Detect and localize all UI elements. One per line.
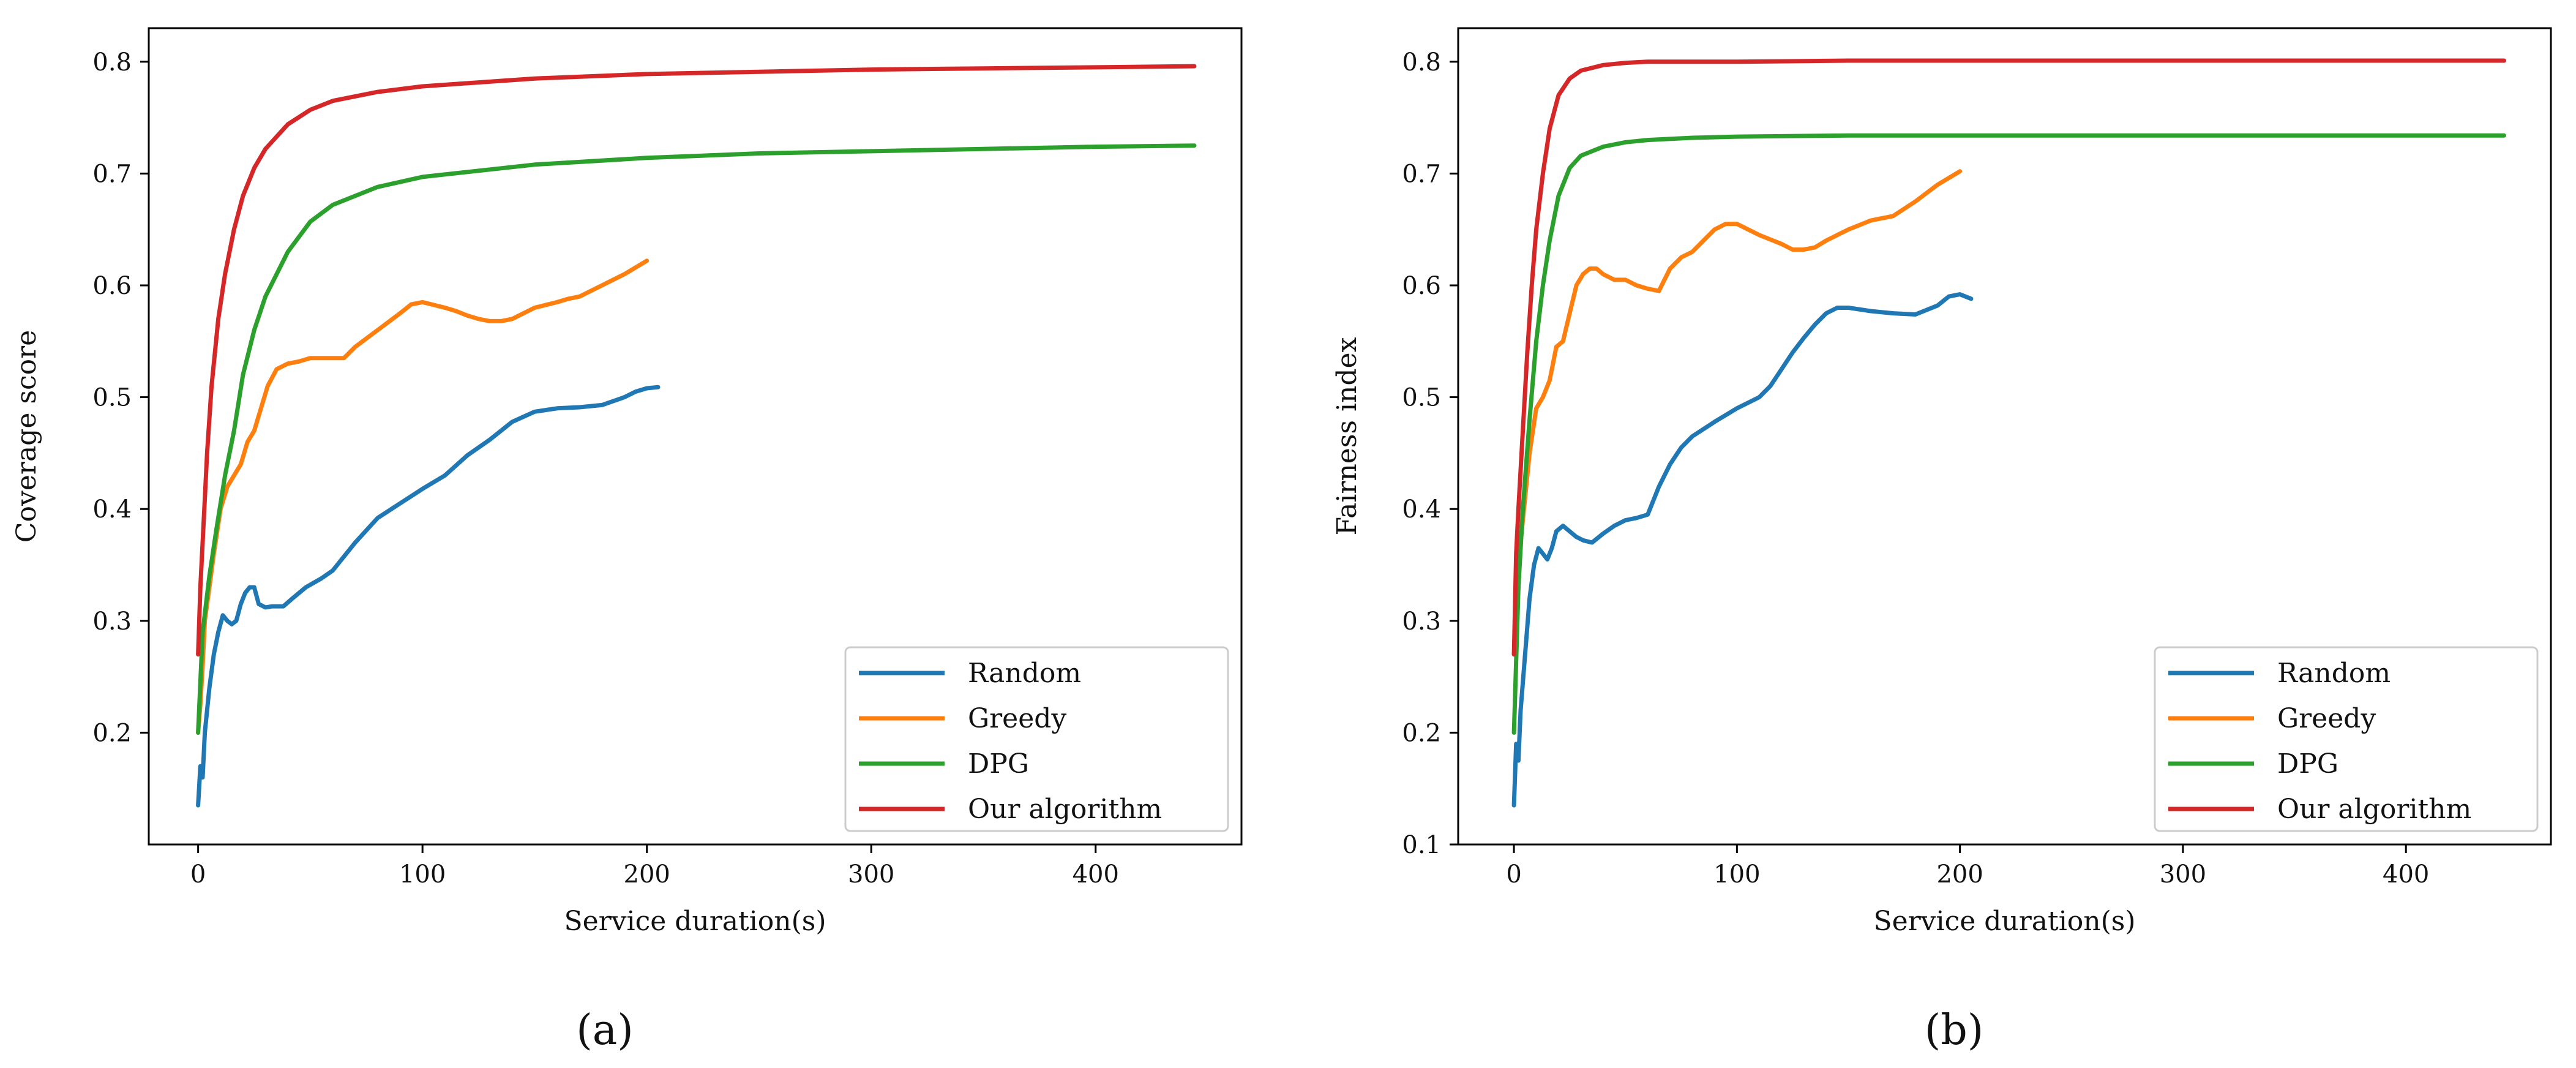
legend-box [2154,646,2539,832]
x-tick-label: 200 [624,860,670,889]
chart-panel-1: 0 100 200 300 400 0.2 0.3 0.4 0.5 0.6 0.7 0.8 Servic… [11,27,1243,937]
y-tick-label: 0.1 [1402,831,1441,859]
series-line-greedy [1511,169,1963,657]
series-line-random [1511,292,1974,808]
legend-label: DPG [2277,748,2338,780]
y-axis-label: Fairness index [1331,337,1363,535]
y-tick-label: 0.7 [92,160,132,188]
x-axis-label: Service duration(s) [1873,906,2135,937]
x-tick-label: 100 [399,860,446,889]
series-line-our-algorithm [1511,58,2506,657]
series-line-our-algorithm [196,64,1197,657]
series-line-dpg [196,143,1197,735]
x-tick-label: 400 [1073,860,1119,889]
series-line-greedy [196,258,650,735]
x-tick-label: 200 [1936,860,1983,889]
x-tick-label: 0 [1506,860,1521,889]
plot-frame [148,27,1243,846]
y-tick-label: 0.7 [1402,160,1441,188]
legend: Random Greedy DPG Our algorithm [2154,646,2539,832]
y-tick-label: 0.6 [1402,272,1441,300]
y-axis-label: Coverage score [11,330,42,543]
y-tick-label: 0.3 [92,607,132,636]
legend-label: Greedy [968,703,1066,734]
legend-box [844,646,1229,832]
y-tick-label: 0.5 [1402,384,1441,412]
y-tick-label: 0.8 [92,48,132,77]
legend-label: Our algorithm [2277,794,2471,825]
legend-label: Greedy [2277,703,2376,734]
chart-panel-2: 0 100 200 300 400 0.1 0.2 0.3 0.4 0.5 0.6 0.7 0.8 Ser… [1331,27,2552,937]
series-line-random [196,385,661,808]
legend: Random Greedy DPG Our algorithm [844,646,1229,832]
y-tick-label: 0.4 [92,495,132,524]
x-tick-label: 300 [2160,860,2206,889]
y-tick-label: 0.8 [1402,48,1441,77]
panel-label: (b) [1925,1006,1984,1055]
legend-label: Our algorithm [968,794,1162,825]
x-tick-label: 300 [848,860,894,889]
x-axis-label: Service duration(s) [564,906,826,937]
y-tick-label: 0.5 [92,384,132,412]
y-tick-label: 0.6 [92,272,132,300]
y-tick-label: 0.3 [1402,607,1441,636]
x-tick-label: 100 [1713,860,1760,889]
y-tick-label: 0.2 [92,719,132,747]
legend-label: DPG [968,748,1029,780]
y-tick-label: 0.4 [1402,495,1441,524]
legend-label: Random [968,658,1081,689]
x-tick-label: 0 [190,860,206,889]
legend-label: Random [2277,658,2391,689]
x-tick-label: 400 [2383,860,2429,889]
plot-frame [1457,27,2552,846]
panel-label: (a) [576,1006,634,1055]
series-line-dpg [1511,133,2506,735]
y-tick-label: 0.2 [1402,719,1441,747]
